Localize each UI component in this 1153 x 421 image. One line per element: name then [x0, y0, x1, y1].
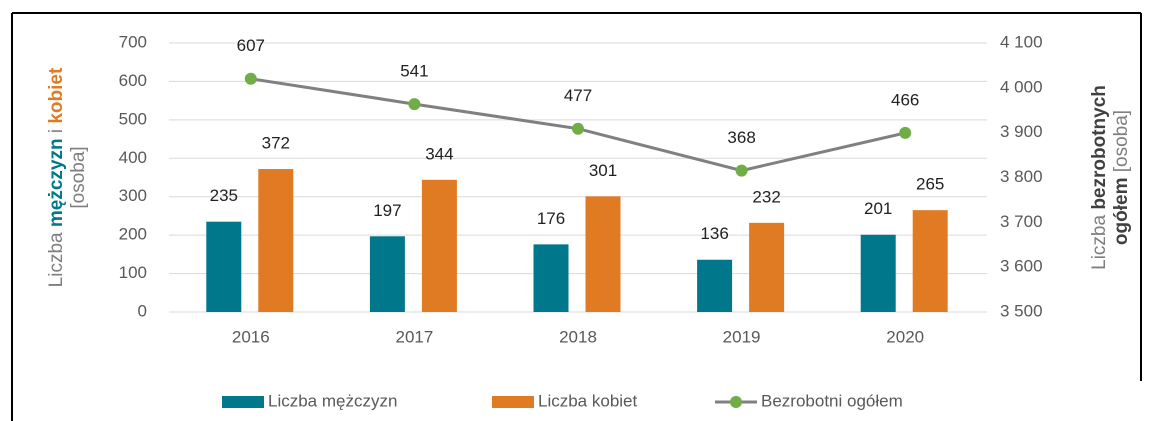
- y-axis-label-part: [osoba]: [68, 146, 89, 208]
- y2-tick-label: 4 100: [1000, 32, 1043, 51]
- data-label: 477: [564, 86, 592, 105]
- y2-axis-label-part: bezrobotnych: [1089, 85, 1110, 210]
- y-axis-label-part: mężczyzn: [46, 138, 67, 227]
- legend-label: Liczba mężczyzn: [268, 391, 397, 410]
- data-label: 232: [752, 187, 780, 206]
- y-axis-label-part: i: [46, 124, 67, 139]
- data-label: 265: [916, 175, 944, 194]
- bar: [749, 222, 785, 312]
- line-marker: [572, 122, 584, 135]
- y-tick-label: 100: [119, 263, 147, 282]
- y-tick-label: 200: [119, 225, 147, 244]
- line-marker: [244, 72, 257, 85]
- x-tick-label: 2018: [559, 327, 597, 346]
- legend-swatch: [492, 396, 534, 408]
- bar: [860, 234, 896, 312]
- data-label: 372: [262, 134, 290, 153]
- y2-tick-label: 3 700: [1000, 212, 1043, 231]
- bar: [258, 169, 294, 312]
- bar: [206, 221, 242, 312]
- legend-marker: [730, 396, 742, 408]
- x-tick-label: 2020: [886, 327, 924, 346]
- x-tick-label: 2016: [232, 327, 270, 346]
- data-label: 235: [210, 186, 238, 205]
- data-label: 368: [727, 128, 755, 147]
- y2-tick-label: 3 600: [1000, 257, 1043, 276]
- legend-label: Liczba kobiet: [538, 391, 638, 410]
- data-label: 541: [400, 62, 428, 81]
- data-label: 197: [373, 201, 401, 220]
- line-marker: [735, 164, 748, 177]
- bar: [912, 210, 948, 312]
- y-axis-label-part: kobiet: [46, 67, 67, 124]
- legend-label: Bezrobotni ogółem: [761, 391, 903, 410]
- y-tick-label: 500: [119, 109, 147, 128]
- y2-axis-label: Liczba bezrobotnychogółem [osoba]: [1089, 85, 1132, 270]
- bar: [421, 179, 457, 312]
- y-tick-label: 700: [119, 32, 147, 51]
- y-tick-label: 0: [138, 301, 147, 320]
- legend-swatch: [222, 396, 264, 408]
- data-label: 466: [891, 90, 919, 109]
- y-tick-label: 600: [119, 71, 147, 90]
- x-tick-label: 2017: [395, 327, 433, 346]
- line-marker: [408, 98, 421, 111]
- data-label: 201: [864, 199, 892, 218]
- y2-axis-label-part: Liczba: [1089, 210, 1110, 270]
- data-label: 344: [425, 144, 453, 163]
- data-label: 136: [700, 224, 728, 243]
- y-axis-label-part: Liczba: [46, 227, 67, 287]
- bar: [369, 236, 405, 312]
- data-label: 301: [589, 161, 617, 180]
- data-label: 607: [237, 36, 265, 55]
- line-marker: [899, 126, 912, 139]
- data-label: 176: [537, 209, 565, 228]
- bar: [585, 196, 621, 312]
- y-tick-label: 400: [119, 148, 147, 167]
- bar: [533, 244, 569, 312]
- x-tick-label: 2019: [723, 327, 761, 346]
- y2-tick-label: 3 800: [1000, 167, 1043, 186]
- y2-tick-label: 3 900: [1000, 122, 1043, 141]
- y2-axis-label-part: [osoba]: [1111, 110, 1132, 178]
- bar: [697, 259, 733, 312]
- y2-tick-label: 3 500: [1000, 301, 1043, 320]
- y2-tick-label: 4 000: [1000, 77, 1043, 96]
- y-tick-label: 300: [119, 186, 147, 205]
- y2-axis-label-part: ogółem: [1111, 178, 1132, 246]
- y-axis-label: Liczba mężczyzn i kobiet [osoba]: [46, 67, 89, 287]
